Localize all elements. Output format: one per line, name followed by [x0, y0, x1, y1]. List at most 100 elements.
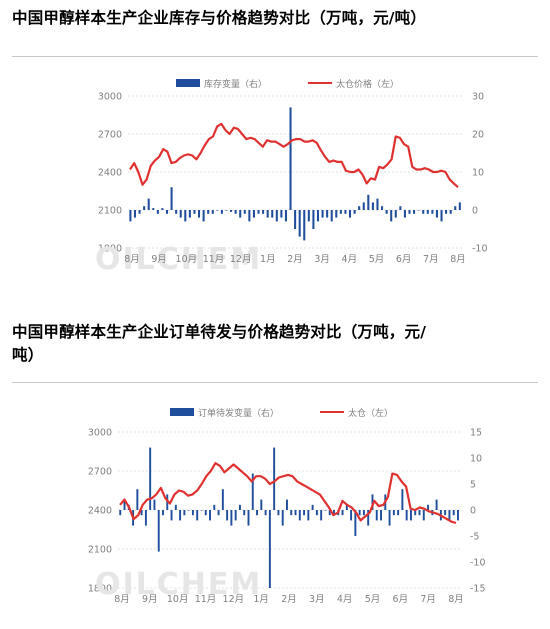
x-tick-label: 3月: [314, 254, 330, 265]
bar: [221, 489, 224, 510]
bar: [198, 210, 201, 218]
bar: [271, 210, 274, 218]
bar: [138, 210, 141, 214]
bar: [204, 510, 207, 516]
bar: [307, 510, 310, 521]
bar: [294, 510, 297, 516]
bar: [303, 510, 306, 516]
bar: [376, 198, 379, 210]
bar: [243, 210, 246, 214]
bar: [260, 499, 263, 510]
bar: [339, 210, 342, 214]
y-right-tick-label: 20: [472, 130, 484, 141]
bar: [238, 504, 241, 510]
x-tick-label: 10月: [176, 254, 198, 265]
bar: [315, 510, 318, 516]
bar: [335, 210, 338, 218]
bar: [385, 210, 388, 214]
bar: [380, 510, 382, 521]
bar: [431, 210, 434, 214]
bar: [268, 510, 271, 588]
bar: [149, 447, 152, 510]
bar: [403, 210, 406, 218]
x-tick-label: 6月: [393, 594, 409, 605]
x-tick-label: 12月: [223, 594, 245, 605]
x-tick-label: 11月: [195, 594, 217, 605]
y-left-tick-label: 2700: [98, 130, 122, 141]
chart-2-title: 中国甲醇样本生产企业订单待发与价格趋势对比（万吨，元/ 吨）: [12, 321, 426, 367]
x-tick-label: 4月: [337, 594, 353, 605]
x-tick-label: 5月: [369, 254, 385, 265]
x-tick-label: 1月: [253, 594, 269, 605]
bar: [426, 210, 429, 214]
bar: [392, 510, 395, 516]
x-tick-label: 8月: [450, 254, 466, 265]
bar: [157, 510, 160, 552]
watermark-text: OILCHEM: [95, 567, 262, 602]
bar: [353, 210, 356, 214]
bar: [184, 210, 187, 222]
bar: [311, 504, 314, 510]
bar: [161, 208, 164, 210]
bar: [401, 489, 404, 510]
bar: [294, 210, 297, 229]
bar: [262, 210, 265, 214]
bar: [390, 210, 393, 222]
bar: [226, 510, 229, 521]
x-tick-label: 8月: [124, 254, 140, 265]
bar: [371, 494, 374, 510]
y-right-tick-label: 0: [472, 206, 478, 217]
bar: [213, 504, 216, 510]
bar: [179, 210, 182, 218]
bar: [252, 210, 255, 218]
bar: [367, 510, 370, 526]
x-tick-label: 12月: [230, 254, 252, 265]
bar: [140, 510, 143, 516]
bar: [247, 510, 250, 526]
bar: [170, 510, 173, 521]
bar: [397, 510, 400, 516]
bar: [435, 210, 438, 218]
y-right-tick-label: -15: [470, 584, 486, 595]
y-left-tick-label: 2700: [88, 467, 112, 478]
bar: [256, 510, 259, 516]
price-line: [129, 122, 459, 189]
bar: [264, 510, 267, 516]
y-right-tick-label: -5: [470, 532, 479, 543]
bar: [345, 504, 348, 510]
bar: [303, 210, 306, 241]
x-tick-label: 1月: [260, 254, 276, 265]
bar: [209, 510, 211, 521]
bar: [298, 210, 301, 237]
bar: [341, 510, 344, 516]
orders-price-chart: 订单待发变量（右） 太仓（左） 3000 2700 2400 2100 1800 15 10 5 0…: [88, 407, 486, 605]
bar: [286, 499, 288, 510]
bar: [348, 210, 352, 218]
y-right-tick-label: 10: [472, 168, 484, 179]
inventory-price-chart: 库存变量（右） 太仓价格（左） 3000 2700 2400 2100 1800 30 20 10…: [95, 78, 488, 277]
bar: [243, 510, 246, 516]
x-tick-label: 2月: [281, 594, 297, 605]
bar: [251, 473, 254, 510]
x-tick-label: 9月: [142, 594, 158, 605]
bar: [191, 510, 194, 516]
legend-label-bar: 订单待发变量（右）: [198, 407, 279, 419]
bar: [458, 202, 461, 210]
y-left-tick-label: 2100: [98, 206, 122, 217]
bar: [448, 510, 451, 521]
bar: [371, 202, 374, 210]
y-left-tick-label: 1800: [98, 244, 122, 255]
y-left-tick-label: 2400: [88, 506, 112, 517]
bar: [257, 210, 260, 214]
bar: [217, 510, 220, 516]
bar: [193, 210, 196, 214]
x-tick-label: 10月: [167, 594, 189, 605]
bar: [321, 210, 324, 218]
divider: [12, 56, 538, 57]
watermark-text: OILCHEM: [95, 242, 262, 277]
bar: [422, 210, 425, 214]
y-right-tick-label: 30: [472, 92, 484, 103]
chart-1-title: 中国甲醇样本生产企业库存与价格趋势对比（万吨，元/吨）: [12, 9, 427, 27]
bar: [179, 510, 182, 521]
x-tick-label: 9月: [151, 254, 167, 265]
